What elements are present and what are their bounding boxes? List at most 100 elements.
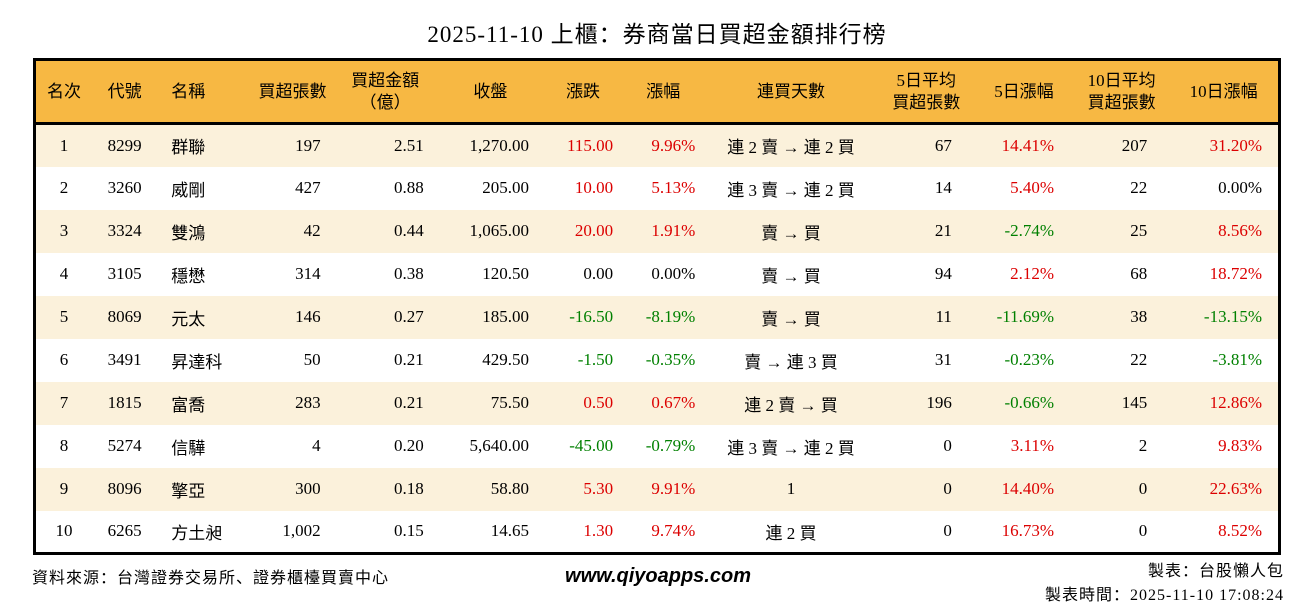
cell-rank: 7 <box>59 393 69 412</box>
website-url: www.qiyoapps.com <box>565 565 751 587</box>
cell-code: 5274 <box>107 436 142 455</box>
cell-rank: 6 <box>59 350 69 369</box>
cell-avg10: 22 <box>1130 350 1148 369</box>
cell-name: 方土昶 <box>171 523 223 543</box>
cell-name: 元太 <box>171 309 206 329</box>
cell-code: 6265 <box>107 521 142 541</box>
cell-streak: 1 <box>786 479 796 498</box>
cell-streak: 連 2 賣 → 買 <box>744 395 838 415</box>
cell-pct5: 2.12% <box>1010 264 1055 283</box>
table-row: 3 3324 雙鴻 42 0.44 1,065.00 20.00 1.91% 賣 → 買 21 -2… <box>34 209 1280 253</box>
table-row: 1 8299 群聯 197 2.51 1,270.00 115.00 9.96% 連 2 賣 →… <box>34 123 1280 167</box>
cell-avg5: 0 <box>943 521 952 541</box>
cell-change: 10.00 <box>574 178 614 197</box>
table-header: 名次 代號 名稱 買超張數 買超金額 （億） 收盤 漲跌 漲幅 連買天數 5日平均 買超張數 5日漲… <box>34 59 1280 125</box>
cell-amount: 2.51 <box>394 135 424 155</box>
cell-change_pct: -0.79% <box>645 436 696 455</box>
cell-pct5: 14.41% <box>1001 135 1055 155</box>
cell-streak: 連 2 買 <box>765 523 817 543</box>
cell-pct10: 9.83% <box>1218 436 1262 455</box>
cell-avg10: 25 <box>1130 221 1148 240</box>
cell-pct10: 31.20% <box>1209 135 1262 155</box>
cell-change_pct: 9.96% <box>651 135 696 155</box>
cell-change_pct: 1.91% <box>651 221 696 240</box>
cell-name: 穩懋 <box>171 266 206 286</box>
cell-pct5: 16.73% <box>1001 521 1055 541</box>
cell-volume: 1,002 <box>282 521 321 541</box>
cell-change: 20.00 <box>574 221 614 240</box>
cell-avg10: 145 <box>1121 393 1148 412</box>
cell-streak: 賣 → 買 <box>761 266 821 286</box>
table-row: 10 6265 方土昶 1,002 0.15 14.65 1.30 9.74% 連 2 買 0 16… <box>34 510 1280 554</box>
cell-change_pct: 0.00% <box>651 264 696 283</box>
cell-volume: 50 <box>303 350 321 369</box>
cell-pct10: -3.81% <box>1212 350 1262 369</box>
cell-rank: 4 <box>59 264 69 283</box>
cell-close: 75.50 <box>490 393 529 412</box>
cell-pct5: -11.69% <box>996 307 1055 326</box>
column-header-avg10: 10日平均 買超張數 <box>1074 59 1170 125</box>
cell-pct10: 22.63% <box>1209 479 1262 498</box>
table-header-row: 名次 代號 名稱 買超張數 買超金額 （億） 收盤 漲跌 漲幅 連買天數 5日平均 買超張數 5日漲… <box>34 59 1280 125</box>
cell-streak: 連 3 賣 → 連 2 買 <box>727 180 855 200</box>
cell-code: 8069 <box>107 307 142 326</box>
column-header-close: 收盤 <box>437 59 543 125</box>
cell-pct5: 14.40% <box>1001 479 1055 498</box>
cell-volume: 42 <box>303 221 321 240</box>
author-note: 製表：台股懶人包 <box>1147 563 1284 580</box>
cell-close: 58.80 <box>490 479 529 498</box>
cell-close: 120.50 <box>482 264 529 283</box>
cell-close: 14.65 <box>490 521 529 541</box>
column-header-pct10: 10日漲幅 <box>1169 59 1280 125</box>
cell-avg5: 31 <box>934 350 952 369</box>
cell-avg5: 0 <box>943 436 952 455</box>
cell-name: 信驊 <box>171 438 206 458</box>
cell-rank: 3 <box>59 221 69 240</box>
cell-change_pct: 5.13% <box>651 178 696 197</box>
cell-name: 威剛 <box>171 180 206 200</box>
data-source-note: 資料來源：台灣證券交易所、證券櫃檯買賣中心 <box>32 570 390 587</box>
cell-name: 昇達科 <box>171 352 223 372</box>
cell-avg10: 68 <box>1130 264 1148 283</box>
credit-block: 製表：台股懶人包 製表時間：2025-11-10 17:08:24 <box>751 560 1284 608</box>
cell-streak: 賣 → 買 <box>761 309 821 329</box>
cell-change: 115.00 <box>567 135 614 155</box>
generated-timestamp: 製表時間：2025-11-10 17:08:24 <box>1045 587 1284 604</box>
cell-change_pct: -8.19% <box>645 307 696 326</box>
cell-rank: 8 <box>59 436 69 455</box>
cell-avg10: 0 <box>1138 521 1148 541</box>
cell-avg5: 0 <box>943 479 952 498</box>
cell-name: 富喬 <box>171 395 206 415</box>
cell-pct10: 0.00% <box>1218 178 1262 197</box>
ranking-table-container: 名次 代號 名稱 買超張數 買超金額 （億） 收盤 漲跌 漲幅 連買天數 5日平均 買超張數 5日漲… <box>33 58 1281 555</box>
table-row: 7 1815 富喬 283 0.21 75.50 0.50 0.67% 連 2 賣 → 買 196… <box>34 381 1280 425</box>
cell-pct10: 18.72% <box>1209 264 1262 283</box>
cell-streak: 連 2 賣 → 連 2 買 <box>727 138 855 158</box>
column-header-volume: 買超張數 <box>252 59 333 125</box>
cell-close: 429.50 <box>482 350 529 369</box>
table-row: 5 8069 元太 146 0.27 185.00 -16.50 -8.19% 賣 → 買 11 -… <box>34 295 1280 339</box>
cell-rank: 10 <box>55 521 73 541</box>
cell-rank: 2 <box>59 178 69 197</box>
cell-pct10: 8.52% <box>1218 521 1262 541</box>
cell-avg10: 207 <box>1121 135 1148 155</box>
cell-code: 3491 <box>107 350 142 369</box>
cell-streak: 賣 → 連 3 買 <box>744 352 838 372</box>
column-header-avg5: 5日平均 買超張數 <box>878 59 974 125</box>
cell-change_pct: 9.74% <box>651 521 696 541</box>
cell-amount: 0.18 <box>394 479 424 498</box>
table-row: 9 8096 擎亞 300 0.18 58.80 5.30 9.91% 1 0 14.40% 0 22.… <box>34 467 1280 511</box>
cell-name: 群聯 <box>171 138 206 158</box>
cell-close: 1,270.00 <box>469 135 529 155</box>
cell-pct10: -13.15% <box>1203 307 1262 326</box>
cell-amount: 0.20 <box>394 436 424 455</box>
cell-code: 3260 <box>107 178 142 197</box>
cell-volume: 283 <box>295 393 321 412</box>
cell-change: -1.50 <box>577 350 614 369</box>
cell-close: 5,640.00 <box>469 436 529 455</box>
cell-code: 3324 <box>107 221 142 240</box>
cell-avg5: 67 <box>934 135 952 155</box>
cell-avg5: 94 <box>934 264 952 283</box>
cell-change: 0.00 <box>583 264 614 283</box>
cell-pct5: 3.11% <box>1010 436 1055 455</box>
